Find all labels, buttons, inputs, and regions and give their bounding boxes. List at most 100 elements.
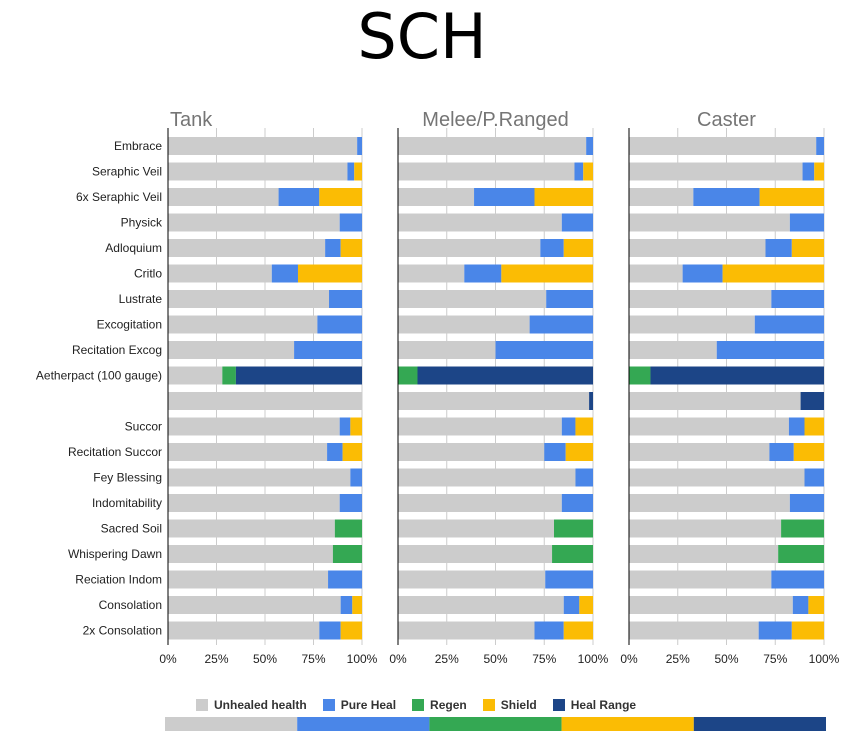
bar-segment-unhealed <box>168 290 330 308</box>
bar-segment-pure-heal <box>693 188 760 206</box>
bar-segment-unhealed <box>168 621 320 640</box>
bar-segment-pure-heal <box>534 621 564 640</box>
legend-item: Pure Heal <box>322 698 396 712</box>
bar-segment-heal-range <box>800 392 824 410</box>
x-tick-label: 25% <box>204 652 228 666</box>
bar-segment-regen <box>554 519 593 538</box>
bar-segment-unhealed <box>398 137 587 155</box>
bar-segment-pure-heal <box>765 239 792 257</box>
bar-segment-shield <box>563 239 593 257</box>
bar-segment-pure-heal <box>789 494 824 512</box>
bar-segment-unhealed <box>168 213 340 232</box>
legend-swatch <box>322 699 335 711</box>
bar-segment-unhealed <box>168 188 279 206</box>
bar-segment-unhealed <box>398 545 553 563</box>
legend-strip-regen <box>429 717 562 731</box>
bar-segment-unhealed <box>398 239 541 257</box>
category-label: Seraphic Veil <box>92 165 162 179</box>
bar-segment-pure-heal <box>339 494 362 512</box>
bar-segment-pure-heal <box>758 621 792 640</box>
bar-segment-unhealed <box>629 545 779 563</box>
bar-segment-pure-heal <box>802 162 815 181</box>
bar-segment-pure-heal <box>816 137 824 155</box>
bar-segment-unhealed <box>398 621 535 640</box>
bar-segment-unhealed <box>629 239 766 257</box>
bar-segment-unhealed <box>168 264 272 283</box>
legend-strip-heal-range <box>693 717 826 731</box>
bar-segment-pure-heal <box>771 570 824 589</box>
legend: Unhealed health Pure Heal Regen Shield Heal … <box>196 698 636 712</box>
legend-item: Unhealed health <box>196 698 307 712</box>
bar-segment-unhealed <box>398 570 546 589</box>
bar-segment-unhealed <box>629 315 755 334</box>
bar-segment-shield <box>583 162 593 181</box>
bar-segment-unhealed <box>629 264 683 283</box>
bar-segment-pure-heal <box>540 239 564 257</box>
category-label: Fey Blessing <box>93 471 162 485</box>
legend-swatch <box>482 699 495 711</box>
bar-segment-unhealed <box>168 341 295 359</box>
bar-segment-unhealed <box>398 290 547 308</box>
bar-segment-pure-heal <box>561 417 576 436</box>
x-tick-label: 25% <box>435 652 459 666</box>
bar-segment-shield <box>565 443 593 461</box>
bar-segment-shield <box>352 596 362 614</box>
bar-segment-shield <box>534 188 593 206</box>
bar-segment-pure-heal <box>575 468 593 487</box>
bar-segment-heal-range <box>235 366 362 385</box>
bar-segment-shield <box>350 417 362 436</box>
bar-segment-pure-heal <box>329 290 362 308</box>
legend-strip-shield <box>561 717 694 731</box>
bar-segment-pure-heal <box>294 341 362 359</box>
category-label: Embrace <box>114 139 162 153</box>
bar-segment-unhealed <box>168 494 340 512</box>
category-label: Adloquium <box>105 241 162 255</box>
bar-segment-regen <box>629 366 651 385</box>
bar-segment-pure-heal <box>771 290 824 308</box>
bar-segment-unhealed <box>629 341 717 359</box>
category-label: Excogitation <box>97 318 162 332</box>
panel-title: Melee/P.Ranged <box>422 109 568 131</box>
bar-segment-pure-heal <box>340 596 353 614</box>
bar-segment-regen <box>334 519 362 538</box>
bar-segment-pure-heal <box>464 264 502 283</box>
bar-segment-pure-heal <box>788 417 805 436</box>
bar-segment-unhealed <box>629 570 772 589</box>
bar-segment-shield <box>791 239 824 257</box>
category-label: Critlo <box>134 267 162 281</box>
x-tick-label: 0% <box>159 652 177 666</box>
legend-item: Regen <box>412 698 467 712</box>
bar-segment-heal-range <box>589 392 593 410</box>
legend-strip-unhealed <box>165 717 298 731</box>
bar-segment-pure-heal <box>561 494 593 512</box>
bar-segment-unhealed <box>168 519 335 538</box>
bar-segment-pure-heal <box>682 264 723 283</box>
bar-segment-unhealed <box>629 290 772 308</box>
bar-segment-regen <box>398 366 418 385</box>
bar-segment-pure-heal <box>586 137 593 155</box>
bar-segment-unhealed <box>168 315 318 334</box>
bar-segment-shield <box>319 188 362 206</box>
category-label: 2x Consolation <box>83 624 162 638</box>
bar-segment-unhealed <box>168 443 328 461</box>
legend-swatch <box>552 699 565 711</box>
bar-segment-regen <box>552 545 593 563</box>
bar-segment-unhealed <box>629 621 759 640</box>
bar-segment-regen <box>781 519 824 538</box>
x-tick-label: 25% <box>666 652 690 666</box>
bar-segment-unhealed <box>168 162 348 181</box>
bar-segment-shield <box>808 596 824 614</box>
bar-segment-pure-heal <box>561 213 593 232</box>
bar-segment-pure-heal <box>804 468 824 487</box>
x-tick-label: 0% <box>389 652 407 666</box>
bar-segment-pure-heal <box>563 596 580 614</box>
bar-segment-unhealed <box>398 264 465 283</box>
bar-segment-regen <box>222 366 236 385</box>
bar-segment-shield <box>563 621 593 640</box>
bar-segment-pure-heal <box>271 264 298 283</box>
bar-segment-shield <box>340 239 362 257</box>
bar-segment-heal-range <box>650 366 824 385</box>
bar-segment-shield <box>297 264 362 283</box>
bar-segment-pure-heal <box>769 443 794 461</box>
